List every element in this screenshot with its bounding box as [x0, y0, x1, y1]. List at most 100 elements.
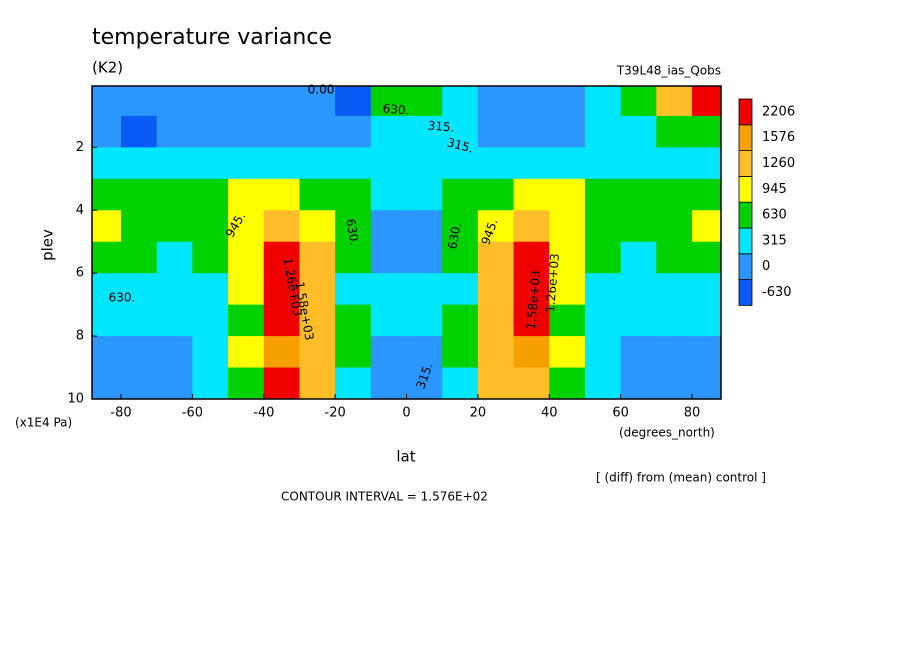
- field-cell: [228, 367, 265, 399]
- field-cell: [263, 304, 301, 337]
- field-cell: [299, 241, 336, 274]
- contour-label: 315.: [445, 135, 474, 155]
- field-cell: [120, 178, 158, 211]
- field-cell: [299, 210, 336, 243]
- colorbar-label: 0: [762, 259, 770, 274]
- field-cell: [299, 178, 336, 211]
- field-cell: [335, 304, 372, 337]
- field-cell: [584, 241, 622, 274]
- contour-label: 630.: [109, 291, 136, 305]
- field-cell: [406, 147, 443, 180]
- field-cell: [156, 336, 193, 369]
- field-cell: [549, 86, 586, 117]
- field-cell: [263, 178, 301, 211]
- field-cell: [299, 304, 336, 337]
- field-cell: [656, 147, 693, 180]
- field-cell: [442, 273, 479, 306]
- field-cell: [299, 336, 336, 369]
- field-cell: [442, 115, 479, 148]
- field-cell: [477, 336, 515, 369]
- colorbar-box: [738, 201, 753, 229]
- field-cell: [192, 210, 229, 243]
- field-cell: [406, 210, 443, 243]
- contour-label: 630.: [382, 101, 410, 117]
- field-cell: [513, 273, 550, 306]
- field-cell: [406, 304, 443, 337]
- field-cell: [584, 210, 622, 243]
- colorbar-label: -630: [762, 285, 792, 300]
- field-cell: [335, 178, 372, 211]
- field-cell: [513, 304, 550, 337]
- field-cell: [513, 86, 550, 117]
- field-cell: [335, 367, 372, 399]
- footer: CONTOUR INTERVAL = 1.576E+02: [281, 490, 488, 504]
- field-cell: [263, 115, 301, 148]
- field-cell: [549, 241, 586, 274]
- field-cell: [228, 304, 265, 337]
- colorbar-label: 630: [762, 208, 787, 223]
- x-tick-label: -80: [110, 406, 131, 421]
- field-cell: [370, 147, 408, 180]
- y-tick-label: 4: [76, 203, 84, 218]
- field-cell: [192, 241, 229, 274]
- field-cell: [120, 147, 158, 180]
- field-cell: [156, 86, 193, 117]
- field-cell: [228, 273, 265, 306]
- colorbar-label: 315: [762, 233, 787, 248]
- y-tick-label: 2: [76, 140, 84, 155]
- x-axis-label: lat: [396, 448, 415, 466]
- contour-label: 630.: [343, 218, 361, 247]
- field-cell: [442, 210, 479, 243]
- y-tick-label: 6: [76, 266, 84, 281]
- field-cell: [692, 367, 721, 399]
- field-cell: [513, 367, 550, 399]
- field-cell: [92, 178, 122, 211]
- field-cell: [692, 86, 721, 117]
- field-cell: [442, 147, 479, 180]
- x-tick-label: 40: [541, 406, 558, 421]
- field-cell: [406, 336, 443, 369]
- field-cell: [549, 210, 586, 243]
- x-tick-label: 0: [402, 406, 410, 421]
- field-cell: [370, 86, 408, 117]
- field-cell: [92, 210, 122, 243]
- field-cell: [477, 273, 515, 306]
- field-cell: [620, 304, 657, 337]
- field-cell: [692, 273, 721, 306]
- field-cell: [620, 147, 657, 180]
- field-cell: [692, 210, 721, 243]
- field-cell: [299, 147, 336, 180]
- field-cell: [299, 367, 336, 399]
- field-cell: [370, 336, 408, 369]
- field-cell: [263, 241, 301, 274]
- field-cell: [549, 115, 586, 148]
- field-cell: [513, 115, 550, 148]
- field-cell: [584, 367, 622, 399]
- field-cell: [656, 210, 693, 243]
- field-cell: [92, 367, 122, 399]
- field-cell: [335, 210, 372, 243]
- field-cell: [263, 273, 301, 306]
- field-cell: [263, 336, 301, 369]
- colorbar-label: 1576: [762, 130, 795, 145]
- x-tick-label: -40: [253, 406, 274, 421]
- field-cell: [656, 367, 693, 399]
- contour-label: 1.58e+03: [524, 270, 543, 330]
- field-cell: [692, 147, 721, 180]
- field-cell: [263, 210, 301, 243]
- contour-label: 630.: [445, 222, 463, 251]
- run-label: T39L48_ias_Qobs: [616, 64, 721, 78]
- colorbar-label: 2206: [762, 104, 795, 119]
- field-cell: [120, 241, 158, 274]
- field-cell: [335, 241, 372, 274]
- field-cell: [156, 273, 193, 306]
- field-cell: [513, 178, 550, 211]
- field-cell: [370, 273, 408, 306]
- field-cell: [656, 336, 693, 369]
- field-cell: [442, 336, 479, 369]
- field-cell: [370, 241, 408, 274]
- field-cell: [620, 178, 657, 211]
- field-cell: [620, 336, 657, 369]
- field-cell: [620, 210, 657, 243]
